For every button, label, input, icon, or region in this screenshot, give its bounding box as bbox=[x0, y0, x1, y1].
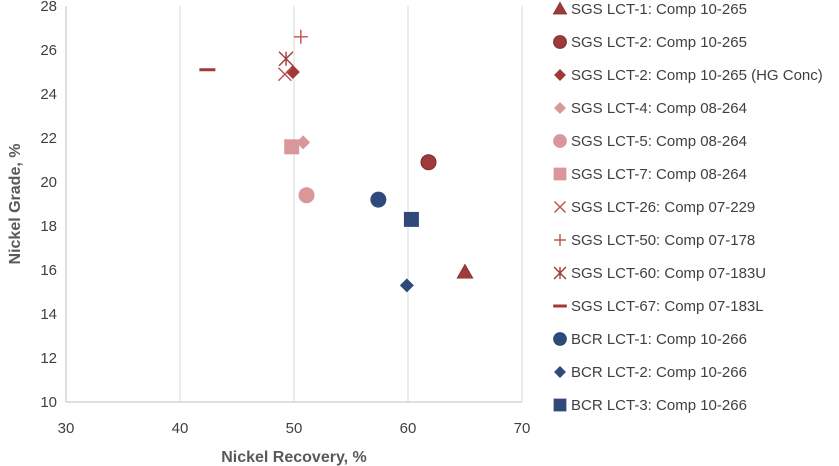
data-point bbox=[285, 65, 300, 79]
x-tick-labels: 30 40 50 60 70 bbox=[58, 420, 531, 437]
legend-label: SGS LCT-60: Comp 07-183U bbox=[571, 265, 766, 282]
legend-label: SGS LCT-4: Comp 08-264 bbox=[571, 100, 747, 117]
y-tick-label: 16 bbox=[40, 262, 57, 279]
y-tick-label: 14 bbox=[40, 306, 57, 323]
legend-label: BCR LCT-3: Comp 10-266 bbox=[571, 397, 747, 414]
legend-marker bbox=[552, 1, 568, 15]
y-tick-label: 18 bbox=[40, 218, 57, 235]
data-point bbox=[399, 278, 414, 293]
y-tick-label: 20 bbox=[40, 174, 57, 191]
legend-label: SGS LCT-2: Comp 10-265 (HG Conc) bbox=[571, 67, 823, 84]
legend-marker bbox=[554, 69, 566, 81]
data-point bbox=[420, 154, 437, 171]
legend-label: BCR LCT-1: Comp 10-266 bbox=[571, 331, 747, 348]
data-point bbox=[277, 67, 292, 82]
legend: SGS LCT-1: Comp 10-265 SGS LCT-2: Comp 10… bbox=[552, 1, 823, 414]
x-axis-title: Nickel Recovery, % bbox=[221, 449, 367, 466]
x-tick-label: 50 bbox=[286, 420, 303, 437]
data-point bbox=[370, 191, 387, 208]
data-point bbox=[403, 211, 419, 227]
y-tick-label: 12 bbox=[40, 350, 57, 367]
y-tick-label: 28 bbox=[40, 0, 57, 15]
legend-label: SGS LCT-50: Comp 07-178 bbox=[571, 232, 755, 249]
y-tick-label: 24 bbox=[40, 86, 57, 103]
data-point bbox=[293, 29, 308, 44]
y-tick-label: 26 bbox=[40, 42, 57, 59]
data-points bbox=[199, 29, 474, 293]
legend-marker bbox=[553, 332, 567, 346]
legend-label: SGS LCT-26: Comp 07-229 bbox=[571, 199, 755, 216]
legend-label: SGS LCT-2: Comp 10-265 bbox=[571, 34, 747, 51]
x-tick-label: 70 bbox=[514, 420, 531, 437]
x-tick-label: 40 bbox=[172, 420, 189, 437]
legend-label: SGS LCT-5: Comp 08-264 bbox=[571, 133, 747, 150]
legend-marker bbox=[554, 234, 566, 246]
legend-marker bbox=[553, 200, 567, 214]
legend-marker bbox=[553, 134, 567, 148]
data-point bbox=[296, 135, 311, 150]
data-point bbox=[298, 187, 315, 204]
y-tick-labels: 10 12 14 16 18 20 22 24 26 28 bbox=[40, 0, 57, 411]
legend-marker bbox=[553, 167, 567, 181]
legend-marker bbox=[553, 35, 567, 49]
data-point bbox=[456, 263, 474, 279]
y-axis-title: Nickel Grade, % bbox=[7, 144, 24, 265]
legend-label: SGS LCT-7: Comp 08-264 bbox=[571, 166, 747, 183]
y-tick-label: 22 bbox=[40, 130, 57, 147]
y-tick-label: 10 bbox=[40, 394, 57, 411]
x-tick-label: 30 bbox=[58, 420, 75, 437]
legend-label: BCR LCT-2: Comp 10-266 bbox=[571, 364, 747, 381]
x-tick-label: 60 bbox=[400, 420, 417, 437]
legend-marker bbox=[553, 398, 567, 412]
data-point bbox=[278, 51, 294, 67]
legend-marker bbox=[554, 102, 566, 114]
legend-label: SGS LCT-1: Comp 10-265 bbox=[571, 1, 747, 18]
legend-label: SGS LCT-67: Comp 07-183L bbox=[571, 298, 764, 315]
legend-marker bbox=[553, 266, 567, 280]
axes bbox=[65, 6, 522, 403]
data-point bbox=[284, 139, 300, 155]
legend-marker bbox=[554, 366, 566, 378]
